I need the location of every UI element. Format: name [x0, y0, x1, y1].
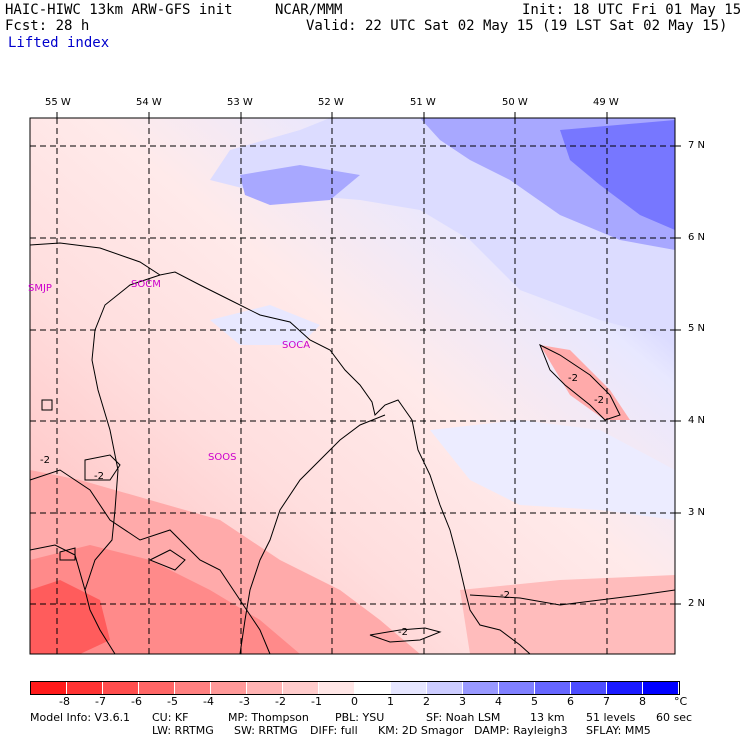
- unstable-region-max: [30, 580, 110, 654]
- color-bar-swatch: [463, 682, 499, 694]
- color-bar-swatch: [355, 682, 391, 694]
- lat-label: 3 N: [688, 507, 706, 518]
- contour-lines: [29, 343, 676, 655]
- model-info: Model Info: V3.6.1: [30, 711, 131, 724]
- color-bar-swatch: [535, 682, 571, 694]
- contour-label: -2: [594, 395, 604, 406]
- color-bar-swatch: [139, 682, 175, 694]
- lon-label: 51 W: [410, 97, 436, 108]
- color-bar-swatch: [643, 682, 679, 694]
- sw-scheme: SW: RRTMG: [234, 724, 298, 737]
- lon-label: 49 W: [593, 97, 619, 108]
- color-bar-tick-label: 8: [639, 695, 646, 708]
- lon-label: 52 W: [318, 97, 344, 108]
- diff-scheme: DIFF: full: [310, 724, 358, 737]
- unstable-region-east: [460, 575, 675, 654]
- stable-band: [240, 165, 360, 205]
- color-bar-swatch: [571, 682, 607, 694]
- color-bar-tick-label: 2: [423, 695, 430, 708]
- color-bar-tick-label: -4: [203, 695, 214, 708]
- lat-label: 4 N: [688, 415, 706, 426]
- mp-scheme: MP: Thompson: [228, 711, 309, 724]
- lon-label: 53 W: [227, 97, 253, 108]
- color-bar-swatch: [319, 682, 355, 694]
- org-label: NCAR/MMM: [275, 2, 343, 18]
- color-bar-tick-label: 7: [603, 695, 610, 708]
- lat-lon-grid: [30, 118, 675, 654]
- km-scheme: KM: 2D Smagor: [378, 724, 464, 737]
- axis-ticks: [56, 112, 681, 605]
- lw-scheme: LW: RRTMG: [152, 724, 214, 737]
- weak-stable-patch: [430, 420, 675, 520]
- damp-scheme: DAMP: Rayleigh3: [474, 724, 568, 737]
- color-bar-swatch: [67, 682, 103, 694]
- color-bar-tick-label: -7: [95, 695, 106, 708]
- vertical-levels: 51 levels: [586, 711, 636, 724]
- field-name: Lifted index: [8, 35, 110, 51]
- color-bar-tick-label: 1: [387, 695, 394, 708]
- color-bar-unit: °C: [674, 695, 688, 708]
- color-bar-tick-label: 4: [495, 695, 502, 708]
- stable-region-max: [560, 120, 675, 230]
- color-bar-tick-label: 0: [351, 695, 358, 708]
- lon-label: 54 W: [136, 97, 162, 108]
- color-bar-swatch: [103, 682, 139, 694]
- color-bar-swatch: [427, 682, 463, 694]
- valid-time: Valid: 22 UTC Sat 02 May 15 (19 LST Sat …: [306, 18, 728, 34]
- coastline: [29, 242, 531, 655]
- color-bar-swatch: [247, 682, 283, 694]
- color-bar-tick-label: -1: [311, 695, 322, 708]
- station-label: SMJP: [28, 283, 52, 294]
- lon-label: 50 W: [502, 97, 528, 108]
- color-bar-swatch: [31, 682, 67, 694]
- color-bar-swatch: [607, 682, 643, 694]
- color-bar-swatch: [499, 682, 535, 694]
- grid-spacing: 13 km: [530, 711, 565, 724]
- color-bar-tick-label: -2: [275, 695, 286, 708]
- contour-label: -2: [94, 471, 104, 482]
- color-bar-tick-label: 3: [459, 695, 466, 708]
- init-time: Init: 18 UTC Fri 01 May 15: [522, 2, 740, 18]
- color-bar-tick-label: -6: [131, 695, 142, 708]
- color-bar-tick-label: 6: [567, 695, 574, 708]
- model-title: HAIC-HIWC 13km ARW-GFS init: [5, 2, 233, 18]
- contour-label: -2: [568, 373, 578, 384]
- sflay-scheme: SFLAY: MM5: [586, 724, 651, 737]
- color-bar-tick-label: -3: [239, 695, 250, 708]
- station-label: SOCM: [131, 279, 161, 290]
- color-bar-tick-label: -8: [59, 695, 70, 708]
- sf-scheme: SF: Noah LSM: [426, 711, 501, 724]
- color-bar: [30, 681, 680, 695]
- color-bar-tick-label: 5: [531, 695, 538, 708]
- contour-label: -2: [40, 455, 50, 466]
- contour-label: -2: [398, 627, 408, 638]
- color-bar-swatch: [211, 682, 247, 694]
- lon-label: 55 W: [45, 97, 71, 108]
- color-bar-swatch: [175, 682, 211, 694]
- lat-label: 5 N: [688, 323, 706, 334]
- color-bar-tick-label: -5: [167, 695, 178, 708]
- cu-scheme: CU: KF: [152, 711, 189, 724]
- pbl-scheme: PBL: YSU: [335, 711, 385, 724]
- map-frame: [29, 117, 676, 655]
- time-step: 60 sec: [656, 711, 693, 724]
- color-bar-swatch: [391, 682, 427, 694]
- contour-label: -2: [500, 590, 510, 601]
- weak-stable-patch: [210, 305, 320, 345]
- lat-label: 7 N: [688, 140, 706, 151]
- color-bar-labels: -8 -7 -6 -5 -4 -3 -2 -1 0 1 2 3 4 5 6 7 8: [0, 695, 740, 709]
- lat-label: 2 N: [688, 598, 706, 609]
- color-bar-swatch: [283, 682, 319, 694]
- lat-label: 6 N: [688, 232, 706, 243]
- station-label: SOOS: [208, 452, 237, 463]
- forecast-hour: Fcst: 28 h: [5, 18, 90, 34]
- station-label: SOCA: [282, 340, 311, 351]
